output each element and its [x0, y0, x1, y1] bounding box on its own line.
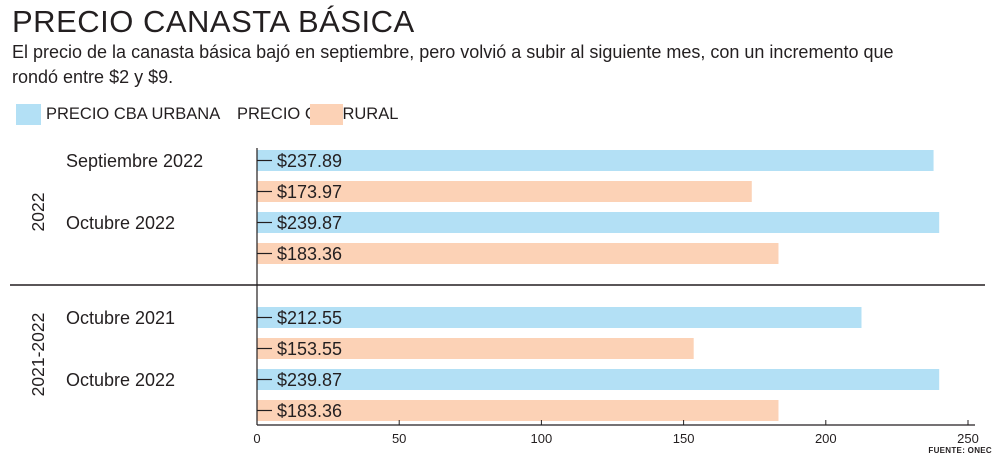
bar-urbana — [257, 307, 862, 328]
category-label: Octubre 2022 — [66, 213, 175, 233]
x-tick-label: 250 — [957, 431, 979, 446]
category-label: Octubre 2021 — [66, 308, 175, 328]
data-label-urbana: $212.55 — [277, 308, 342, 328]
legend-label-urbana: PRECIO CBA URBANA — [46, 105, 221, 123]
x-tick-label: 0 — [253, 431, 260, 446]
bar-rural — [257, 243, 779, 264]
x-tick-label: 100 — [531, 431, 553, 446]
data-label-urbana: $237.89 — [277, 151, 342, 171]
legend-swatch-urbana — [16, 104, 41, 125]
category-label: Octubre 2022 — [66, 370, 175, 390]
group-label: 2021-2022 — [28, 313, 48, 397]
source-note: FUENTE: ONEC — [928, 446, 992, 455]
data-label-urbana: $239.87 — [277, 213, 342, 233]
x-tick-label: 200 — [815, 431, 837, 446]
chart-title: PRECIO CANASTA BÁSICA — [12, 4, 415, 39]
bar-rural — [257, 338, 694, 359]
x-tick-label: 50 — [392, 431, 406, 446]
data-label-rural: $153.55 — [277, 339, 342, 359]
bar-urbana — [257, 212, 940, 233]
chart-subtitle: El precio de la canasta básica bajó en s… — [12, 42, 894, 87]
data-label-rural: $173.97 — [277, 182, 342, 202]
data-label-rural: $183.36 — [277, 401, 342, 421]
bar-rural — [257, 400, 779, 421]
legend-swatch-rural — [310, 104, 343, 125]
category-label: Septiembre 2022 — [66, 151, 203, 171]
data-label-urbana: $239.87 — [277, 370, 342, 390]
bar-urbana — [257, 150, 934, 171]
data-label-rural: $183.36 — [277, 244, 342, 264]
group-label: 2022 — [28, 193, 48, 232]
x-tick-label: 150 — [673, 431, 695, 446]
bar-urbana — [257, 369, 940, 390]
bar-rural — [257, 181, 752, 202]
